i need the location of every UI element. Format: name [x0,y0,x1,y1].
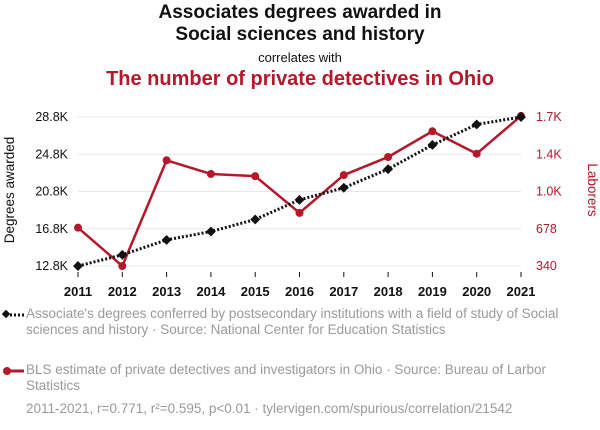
point-degrees [294,194,305,205]
point-degrees [471,119,482,130]
legend-series1: Associate's degrees conferred by postsec… [26,306,559,337]
legend-series2: BLS estimate of private detectives and i… [26,362,547,393]
point-laborers [74,223,82,232]
x-tick-label: 2012 [108,284,137,299]
y2-tick-label: 340 [536,259,557,273]
y-tick-label: 24.8K [35,147,68,161]
point-degrees [516,112,526,122]
point-laborers [472,149,481,158]
legend-marker-series1 [2,310,24,319]
point-degrees [73,261,83,271]
y-tick-label: 16.8K [35,222,68,236]
x-tick-label: 2021 [507,284,536,299]
point-laborers [206,169,215,178]
point-degrees [205,226,216,237]
point-laborers [384,152,393,161]
title-line-1: Associates degrees awarded in [158,2,442,23]
point-laborers [251,172,260,181]
x-tick-label: 2015 [241,284,270,299]
point-laborers [339,171,348,180]
y-tick-label: 12.8K [35,259,68,273]
point-laborers [118,262,127,270]
point-laborers [428,127,437,136]
point-degrees [161,234,172,245]
y2-tick-label: 1.4K [536,147,562,161]
y2-tick-label: 678 [536,222,557,236]
point-degrees [427,139,438,150]
chart-subtitle: The number of private detectives in Ohio [106,68,494,90]
x-tick-label: 2011 [64,284,92,299]
point-degrees [250,214,261,225]
point-degrees [117,249,128,260]
y-tick-label: 28.8K [35,110,68,124]
x-tick-label: 2013 [152,284,181,299]
point-laborers [162,156,171,165]
y-axis-title: Degrees awarded [2,137,17,244]
series-line-degrees [77,115,522,268]
chart-title: Associates degrees awarded in Social sci… [0,2,600,46]
point-degrees [383,164,394,175]
title-line-2: Social sciences and history [175,24,425,45]
x-tick-label: 2014 [196,284,226,299]
x-tick-label: 2016 [285,284,314,299]
x-tick-label: 2017 [329,284,358,299]
x-tick-label: 2020 [462,284,491,299]
y2-tick-label: 1.7K [536,110,562,124]
y2-tick-label: 1.0K [536,185,562,199]
series-line-laborers [77,114,522,268]
x-tick-label: 2019 [418,284,447,299]
legend-marker-series2 [3,367,24,375]
point-degrees [338,182,349,193]
y-tick-label: 20.8K [35,185,68,199]
y2-axis-title: Laborers [585,163,600,217]
x-tick-label: 2018 [374,284,403,299]
correlates-text: correlates with [258,50,342,65]
point-laborers [295,208,304,217]
footer-stats: 2011-2021, r=0.771, r²=0.595, p<0.01 · t… [26,401,513,416]
